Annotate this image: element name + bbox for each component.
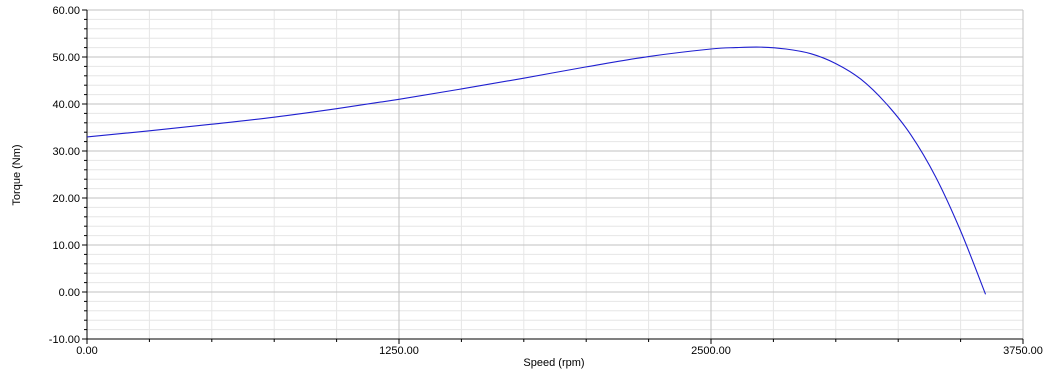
series-layer — [86, 46, 987, 295]
y-tick-label: 20.00 — [52, 193, 80, 205]
axes — [82, 9, 1024, 344]
x-tick-label: 0.00 — [76, 345, 97, 357]
series-line-0 — [86, 46, 987, 295]
y-tick-label: 60.00 — [52, 5, 80, 17]
x-tick-labels: 0.00 1250.00 2500.00 3750.00 — [76, 345, 1043, 357]
x-tick-label: 1250.00 — [379, 345, 419, 357]
x-axis-title: Speed (rpm) — [523, 357, 584, 369]
y-tick-label: -10.00 — [49, 334, 80, 346]
x-tick-label: 2500.00 — [691, 345, 731, 357]
major-grid — [86, 9, 1024, 340]
y-tick-label: 40.00 — [52, 99, 80, 111]
minor-grid — [87, 10, 1023, 339]
y-tick-label: 10.00 — [52, 240, 80, 252]
y-tick-labels: -10.00 0.00 10.00 20.00 30.00 40.00 50.00 60.00 — [49, 5, 80, 346]
x-tick-label: 3750.00 — [1003, 345, 1043, 357]
y-axis-title: Torque (Nm) — [11, 144, 23, 205]
y-tick-label: 50.00 — [52, 52, 80, 64]
y-tick-label: 30.00 — [52, 146, 80, 158]
y-tick-label: 0.00 — [59, 287, 80, 299]
